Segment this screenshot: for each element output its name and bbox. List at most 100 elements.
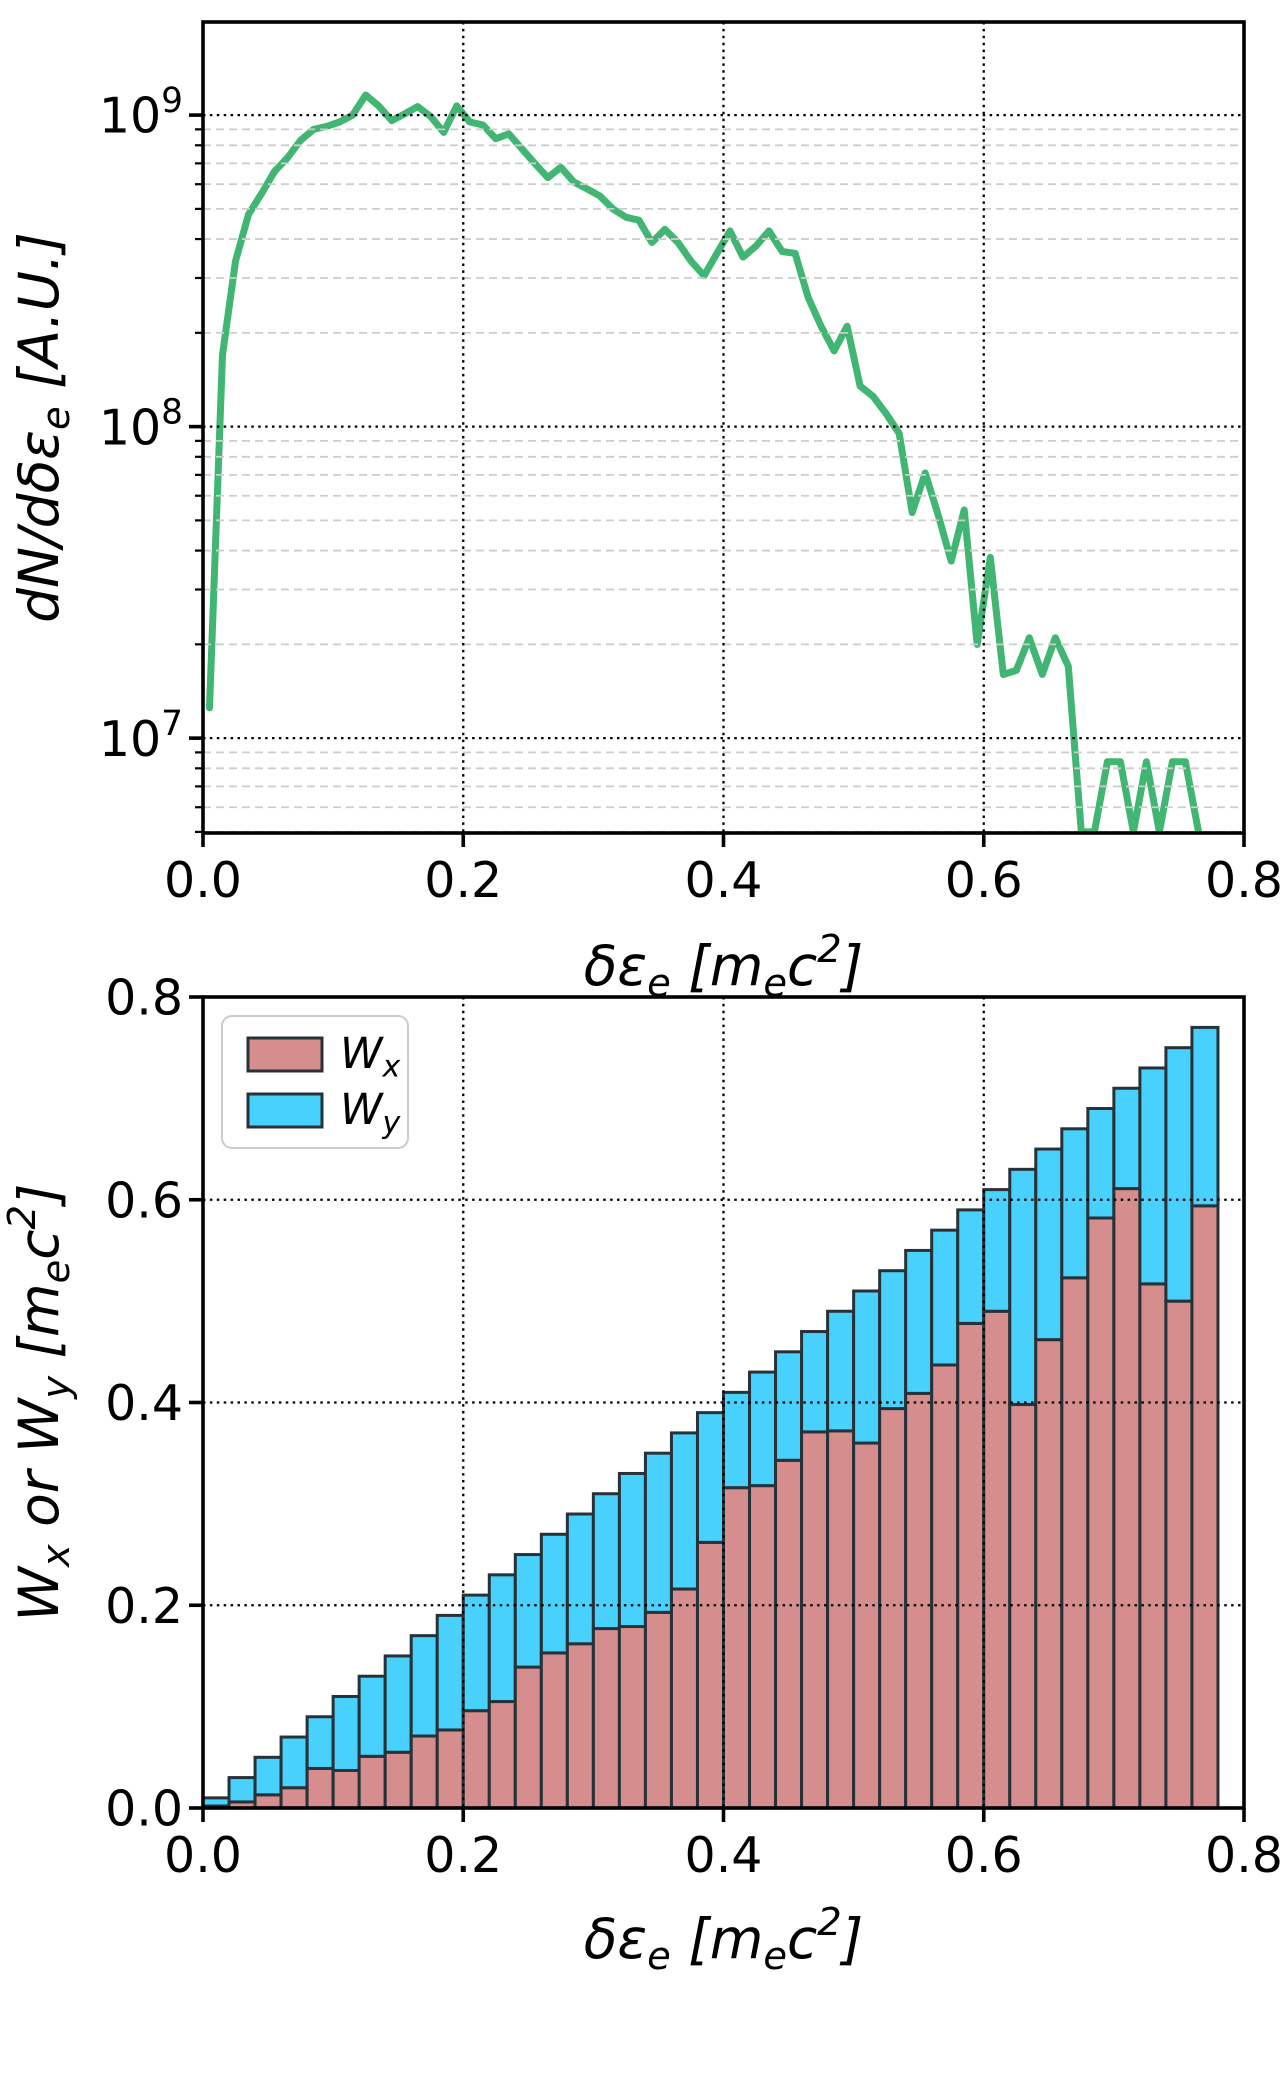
bar-wx — [1034, 1338, 1064, 1810]
spectrum-chart: 0.0 0.2 0.4 0.6 0.8 107 108 109 δεe [mec2] dN/dδε… — [7, 20, 1280, 1006]
bar-wx — [305, 1766, 335, 1810]
bar-wx — [1190, 1204, 1220, 1810]
x-tick-label: 0.2 — [424, 852, 502, 909]
bar-wy — [357, 1674, 387, 1758]
bar-wy — [331, 1694, 361, 1772]
bar-wx — [357, 1754, 387, 1810]
y-tick-label: 107 — [99, 704, 183, 768]
bar-wx — [1138, 1282, 1168, 1810]
bar-wx — [1112, 1187, 1142, 1810]
bar-wy — [643, 1451, 673, 1614]
bar-wx — [487, 1700, 517, 1810]
bar-wy — [1034, 1147, 1064, 1342]
bar-wy — [1138, 1066, 1168, 1286]
bar-wy — [513, 1553, 543, 1669]
bar-wy — [722, 1390, 752, 1490]
bar-wx — [774, 1458, 804, 1810]
bar-wx — [279, 1786, 309, 1810]
axes: 0.0 0.2 0.4 0.6 0.8 0.0 0.2 0.4 0.6 0.8 δεe [mec2]… — [0, 970, 1280, 1979]
bar-wx — [695, 1540, 725, 1810]
bar-wy — [852, 1289, 882, 1445]
bar-wy — [748, 1370, 778, 1488]
x-tick-label: 0.8 — [1205, 852, 1280, 909]
bar-wx — [461, 1709, 491, 1810]
bar-wx — [982, 1309, 1012, 1810]
legend-label-wx: Wx — [340, 1029, 402, 1085]
bars — [201, 1025, 1220, 1810]
bar-wx — [513, 1665, 543, 1810]
x-tick-label: 0.6 — [945, 852, 1023, 909]
gridlines — [203, 997, 1244, 1808]
bar-wy — [565, 1512, 595, 1646]
bar-wy — [409, 1634, 439, 1738]
bar-wy — [487, 1573, 517, 1704]
x-axis-label: δεe [mec2] — [584, 927, 864, 1006]
bar-wy — [279, 1735, 309, 1790]
bar-wx — [878, 1407, 908, 1810]
x-tick-label: 0.6 — [945, 1827, 1023, 1884]
x-tick-label: 0.0 — [164, 852, 242, 909]
bar-wy — [1008, 1167, 1038, 1407]
bar-wy — [591, 1492, 621, 1631]
bar-wy — [982, 1188, 1012, 1313]
bar-wx — [331, 1768, 361, 1810]
bar-wx — [409, 1734, 439, 1810]
bar-wy — [878, 1269, 908, 1411]
bar-wx — [1086, 1216, 1116, 1810]
energy-partition-chart: 0.0 0.2 0.4 0.6 0.8 0.0 0.2 0.4 0.6 0.8 δεe [mec2]… — [0, 970, 1280, 1979]
bar-wx — [383, 1750, 413, 1810]
bar-wx — [1164, 1299, 1194, 1810]
y-tick-label: 0.0 — [105, 1781, 183, 1838]
plot-data — [206, 91, 1202, 833]
bar-wy — [800, 1330, 830, 1434]
y-tick-label: 109 — [99, 81, 183, 145]
bar-wy — [617, 1471, 647, 1629]
ticks — [189, 113, 1246, 847]
bar-wy — [435, 1613, 465, 1732]
bar-wy — [201, 1796, 231, 1808]
bar-wy — [305, 1715, 335, 1770]
bar-wx — [591, 1627, 621, 1810]
bar-wy — [695, 1411, 725, 1544]
bar-wx — [748, 1484, 778, 1810]
gridlines — [203, 22, 1244, 833]
legend-label-wy: Wy — [340, 1085, 402, 1141]
x-tick-label: 0.4 — [685, 852, 763, 909]
tick-labels: 0.0 0.2 0.4 0.6 0.8 107 108 109 — [99, 81, 1280, 909]
tick-labels: 0.0 0.2 0.4 0.6 0.8 0.0 0.2 0.4 0.6 0.8 — [105, 970, 1280, 1884]
bar-wy — [1086, 1107, 1116, 1220]
bar-wx — [800, 1430, 830, 1810]
bar-wx — [617, 1625, 647, 1810]
bar-wy — [539, 1532, 569, 1655]
bar-wy — [227, 1776, 257, 1804]
major-gridlines — [203, 997, 1244, 1808]
bar-wx — [904, 1391, 934, 1810]
y-tick-label: 0.6 — [105, 1172, 183, 1229]
legend-swatch-wy — [246, 1092, 324, 1129]
ticks — [189, 995, 1246, 1822]
legend-swatch-wx — [246, 1036, 324, 1073]
x-tick-label: 0.8 — [1205, 1827, 1280, 1884]
bar-wx — [435, 1728, 465, 1810]
bar-wx — [1060, 1276, 1090, 1810]
x-tick-label: 0.2 — [424, 1827, 502, 1884]
x-tick-label: 0.4 — [685, 1827, 763, 1884]
bar-wy — [956, 1208, 986, 1325]
y-tick-label: 0.8 — [105, 970, 183, 1027]
major-gridlines — [203, 22, 1244, 833]
bar-wy — [461, 1593, 491, 1713]
bar-wy — [1164, 1046, 1194, 1303]
bar-wy — [930, 1228, 960, 1367]
bar-wy — [383, 1654, 413, 1754]
bar-wy — [826, 1309, 856, 1433]
bar-wx — [930, 1363, 960, 1810]
y-tick-label: 108 — [99, 393, 183, 457]
bar-wx — [852, 1441, 882, 1810]
bar-wx — [826, 1429, 856, 1810]
bar-wx — [565, 1642, 595, 1810]
bar-wx — [956, 1321, 986, 1810]
bar-wx — [539, 1651, 569, 1810]
